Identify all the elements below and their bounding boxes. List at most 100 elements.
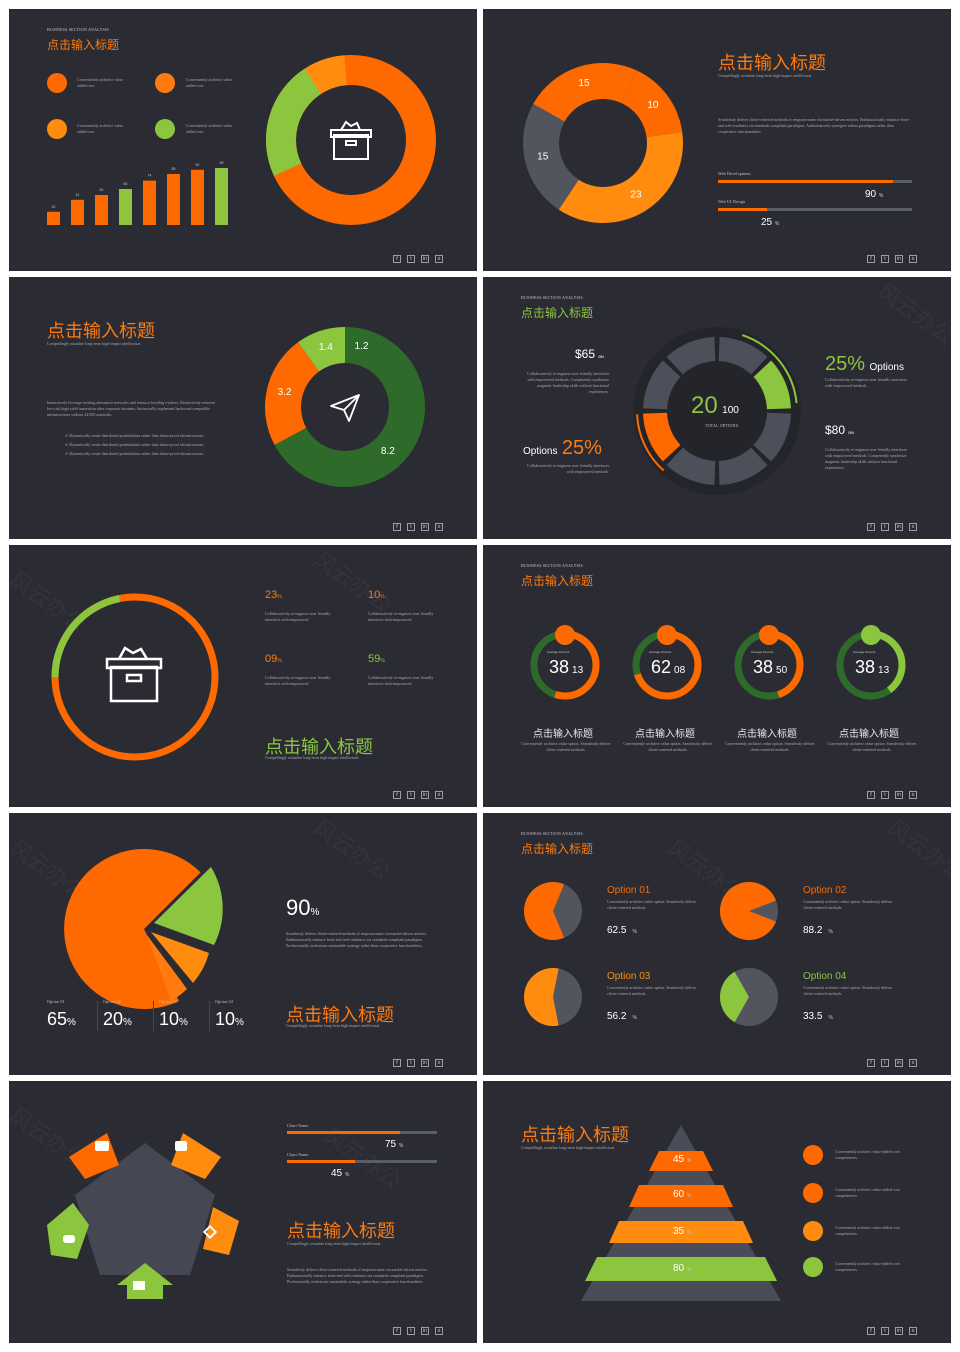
pie-value: 33.5% xyxy=(803,1011,833,1022)
linkedin-icon[interactable]: in xyxy=(895,255,903,263)
twitter-icon[interactable]: t xyxy=(881,1059,889,1067)
ring-chart xyxy=(734,625,804,700)
slide-kicker: BUSINESS SECTION ANALYSIS xyxy=(47,27,109,32)
watermark: 风云办公 xyxy=(308,813,398,887)
bar xyxy=(119,189,132,225)
linkedin-icon[interactable]: in xyxy=(895,1059,903,1067)
instagram-icon[interactable]: o xyxy=(909,1327,917,1335)
hand-icon xyxy=(47,119,67,139)
facebook-icon[interactable]: f xyxy=(867,523,875,531)
linkedin-icon[interactable]: in xyxy=(421,791,429,799)
social-links: f t in o xyxy=(867,523,917,531)
divider xyxy=(153,1001,154,1031)
ring-title: 点击输入标题 xyxy=(533,729,593,740)
body-text: Interactively leverage existing alternat… xyxy=(47,400,215,417)
facebook-icon[interactable]: f xyxy=(393,1059,401,1067)
pyramid-level-4 xyxy=(585,1257,777,1281)
progress-bar xyxy=(718,208,912,211)
facebook-icon[interactable]: f xyxy=(393,791,401,799)
option-label: Option 03 xyxy=(159,999,177,1004)
facebook-icon[interactable]: f xyxy=(393,255,401,263)
stat-value: 10% xyxy=(368,589,385,601)
instagram-icon[interactable]: o xyxy=(435,791,443,799)
ring-value: 38 13 xyxy=(549,657,584,677)
instagram-icon[interactable]: o xyxy=(909,1059,917,1067)
option-value: 65% xyxy=(47,1009,76,1029)
level-value: 35 % xyxy=(673,1226,692,1237)
pentagon-diagram xyxy=(47,1133,239,1299)
slide-kicker: BUSINESS SECTION ANALYSIS xyxy=(521,295,583,300)
bar xyxy=(95,195,108,225)
ring-label: Average Percent xyxy=(751,650,774,654)
pie-value: 62.5% xyxy=(607,925,637,936)
pie-chart xyxy=(720,882,778,940)
stat-text: Collaboratively re-engineer user friendl… xyxy=(527,371,609,394)
ring-text: Conveniently architect value option. Sea… xyxy=(725,741,815,752)
watermark: 风云办公 xyxy=(872,277,951,351)
facebook-icon[interactable]: f xyxy=(867,791,875,799)
pyramid-chart xyxy=(581,1125,781,1301)
facebook-icon[interactable]: f xyxy=(393,1327,401,1335)
social-links: f t in o xyxy=(867,791,917,799)
slide-subline: Compellingly actualize long-term high-im… xyxy=(287,1241,382,1246)
linkedin-icon[interactable]: in xyxy=(895,791,903,799)
instagram-icon[interactable]: o xyxy=(909,791,917,799)
item-text: Conveniently architect value-added core … xyxy=(835,1149,900,1160)
instagram-icon[interactable]: o xyxy=(435,1327,443,1335)
twitter-icon[interactable]: t xyxy=(881,523,889,531)
pie-chart xyxy=(524,968,582,1026)
facebook-icon[interactable]: f xyxy=(867,1327,875,1335)
bar-value-label: 85 xyxy=(172,167,176,171)
twitter-icon[interactable]: t xyxy=(407,1059,415,1067)
slide-title: 点击输入标题 xyxy=(521,1125,629,1146)
instagram-icon[interactable]: o xyxy=(909,523,917,531)
ring-chart xyxy=(836,625,906,700)
linkedin-icon[interactable]: in xyxy=(421,1059,429,1067)
linkedin-icon[interactable]: in xyxy=(421,1327,429,1335)
instagram-icon[interactable]: o xyxy=(435,255,443,263)
slide-kicker: BUSINESS SECTION ANALYSIS xyxy=(521,831,583,836)
arrow-bottom xyxy=(117,1263,173,1299)
bar-value: 90 % xyxy=(865,189,884,200)
pie-slice-04 xyxy=(147,935,187,1001)
check-item: ✔ Dynamically create distributed potenti… xyxy=(65,451,205,456)
donut-chart: 10 23 15 15 xyxy=(523,62,683,223)
pie-text: Conveniently architect value option. Sea… xyxy=(607,985,697,996)
slide-subline: Compellingly actualize long-term high-im… xyxy=(286,1023,381,1028)
twitter-icon[interactable]: t xyxy=(881,791,889,799)
facebook-icon[interactable]: f xyxy=(393,523,401,531)
check-item: ✔ Dynamically create distributed potenti… xyxy=(65,442,205,447)
hand-icon xyxy=(803,1221,823,1241)
facebook-icon[interactable]: f xyxy=(867,255,875,263)
twitter-icon[interactable]: t xyxy=(407,791,415,799)
social-links: f t in o xyxy=(867,1059,917,1067)
instagram-icon[interactable]: o xyxy=(435,523,443,531)
shield-icon xyxy=(861,625,881,645)
instagram-icon[interactable]: o xyxy=(435,1059,443,1067)
linkedin-icon[interactable]: in xyxy=(895,523,903,531)
slide-subline: Compellingly actualize long-term high-im… xyxy=(521,1145,616,1150)
linkedin-icon[interactable]: in xyxy=(421,255,429,263)
linkedin-icon[interactable]: in xyxy=(895,1327,903,1335)
bar-value-label: 42 xyxy=(76,193,80,197)
option-label: Option 04 xyxy=(215,999,233,1004)
pie-chart xyxy=(720,968,778,1026)
linkedin-icon[interactable]: in xyxy=(421,523,429,531)
facebook-icon[interactable]: f xyxy=(867,1059,875,1067)
bar-chart: 22 42 50 60 74 85 92 95 xyxy=(47,161,228,225)
ring-text: Conveniently architect value option. Sea… xyxy=(623,741,713,752)
twitter-icon[interactable]: t xyxy=(407,1327,415,1335)
twitter-icon[interactable]: t xyxy=(407,255,415,263)
divider xyxy=(97,1001,98,1031)
slide-4: 风云办公 BUSINESS SECTION ANALYSIS 点击输入标题 $6… xyxy=(483,277,951,539)
option-value: 10% xyxy=(215,1009,244,1029)
twitter-icon[interactable]: t xyxy=(881,255,889,263)
ring-value: 38 13 xyxy=(855,657,890,677)
twitter-icon[interactable]: t xyxy=(881,1327,889,1335)
slide-7: 风云办公 风云办公 90% Seamlessly deliver client-… xyxy=(9,813,477,1075)
instagram-icon[interactable]: o xyxy=(909,255,917,263)
twitter-icon[interactable]: t xyxy=(407,523,415,531)
progress-ring xyxy=(51,593,219,761)
donut-hole xyxy=(559,99,647,187)
document-icon xyxy=(555,625,575,645)
